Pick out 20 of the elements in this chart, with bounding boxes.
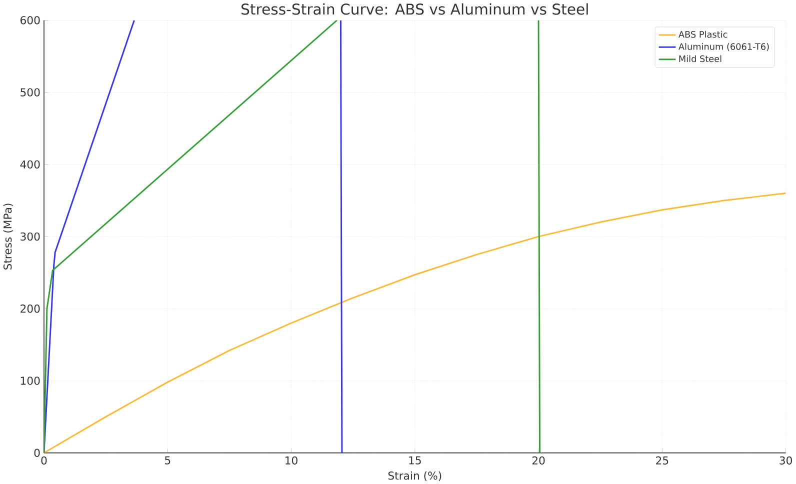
- y-tick-label: 300: [20, 232, 40, 240]
- chart-title: Stress-Strain Curve: ABS vs Aluminum vs Steel: [242, 3, 588, 15]
- legend-label: Aluminum (6061-T6): [678, 42, 769, 51]
- x-tick-label: 25: [656, 456, 668, 464]
- legend-label: ABS Plastic: [678, 30, 728, 38]
- x-tick-label: 15: [409, 456, 421, 464]
- y-tick-label: 400: [20, 160, 40, 168]
- legend-label: Mild Steel: [679, 55, 722, 62]
- x-tick-label: 30: [780, 456, 792, 464]
- x-axis-title: Strain (%): [388, 471, 442, 481]
- x-tick-label: 0: [41, 456, 47, 464]
- y-tick-label: 600: [20, 16, 40, 24]
- x-tick-label: 5: [165, 456, 170, 464]
- y-axis-title: Stress (MPa): [3, 204, 13, 270]
- y-tick-label: 100: [20, 376, 40, 385]
- x-tick-label: 20: [532, 456, 545, 464]
- y-tick-label: 200: [20, 304, 40, 313]
- y-tick-label: 500: [20, 88, 40, 96]
- x-tick-label: 10: [286, 456, 298, 464]
- y-tick-label: 0: [34, 448, 40, 457]
